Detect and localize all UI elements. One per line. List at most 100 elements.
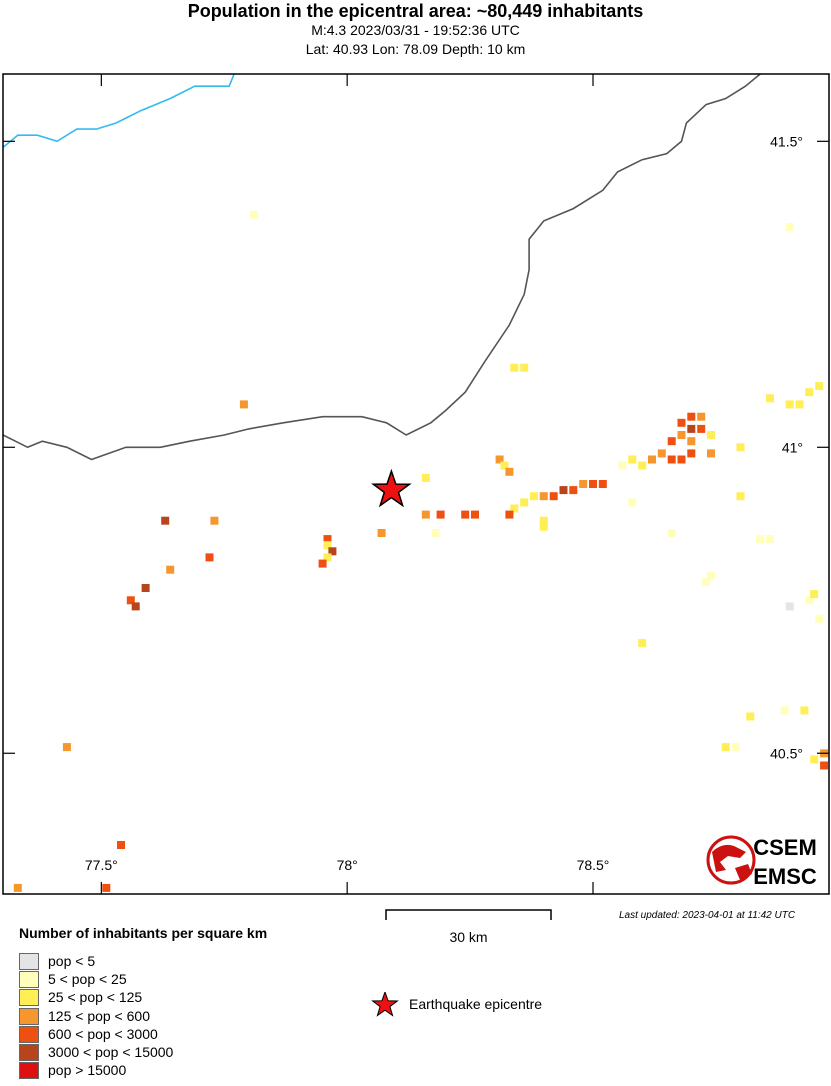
map-frame	[2, 73, 830, 895]
population-cell	[638, 639, 647, 648]
population-cell	[667, 455, 676, 464]
population-cell	[510, 504, 519, 513]
population-cell	[820, 761, 829, 770]
population-cell	[589, 480, 597, 488]
lon-tick-label: 78.5°	[577, 857, 610, 873]
population-cell	[667, 437, 676, 446]
population-cell	[421, 473, 430, 482]
legend-swatch	[19, 1025, 39, 1043]
population-cell	[805, 596, 814, 605]
legend-label: pop < 5	[48, 953, 96, 969]
population-cell	[707, 431, 715, 439]
population-cell	[505, 467, 514, 476]
location-info: Lat: 40.93 Lon: 78.09 Depth: 10 km	[305, 41, 526, 57]
population-cell	[13, 883, 22, 892]
population-cell	[318, 559, 327, 568]
population-cell	[780, 706, 789, 715]
legend-label: 25 < pop < 125	[48, 989, 143, 1006]
population-cell	[618, 461, 627, 470]
population-cell	[687, 424, 696, 433]
population-cell	[628, 455, 637, 464]
legend-label: 3000 < pop < 15000	[48, 1044, 174, 1060]
population-cell	[323, 535, 332, 544]
population-cell	[628, 498, 637, 507]
population-cell	[746, 712, 755, 721]
population-cell	[520, 363, 529, 372]
population-cell	[795, 400, 804, 409]
emsc-logo: CSEM EMSC	[706, 835, 817, 889]
logo-continent-icon-2	[735, 864, 752, 880]
page-title: Population in the epicentral area: ~80,4…	[187, 1, 644, 21]
population-cell	[667, 529, 676, 537]
legend-swatch	[19, 1007, 39, 1025]
population-cell	[702, 577, 711, 586]
population-cell	[421, 510, 430, 519]
population-cell	[166, 565, 175, 574]
population-density-layer	[13, 210, 829, 892]
legend-swatch	[19, 971, 39, 989]
population-cell	[815, 382, 824, 391]
population-cell	[638, 461, 647, 470]
population-cell	[131, 602, 140, 611]
population-cell	[785, 223, 794, 231]
population-cell	[431, 529, 440, 537]
epicenter-legend-star-icon	[371, 992, 399, 1017]
population-cell	[461, 510, 470, 519]
population-cell	[205, 553, 214, 562]
population-cell	[495, 455, 504, 464]
population-cell	[721, 743, 730, 752]
population-cell	[707, 449, 715, 458]
population-cell	[810, 590, 819, 599]
population-cell	[62, 743, 71, 752]
population-cell	[766, 394, 774, 403]
population-cell	[249, 210, 258, 219]
population-cell	[736, 443, 745, 452]
population-cell	[805, 388, 814, 397]
population-cell	[810, 755, 819, 764]
logo-text-csem: CSEM	[753, 835, 817, 860]
population-cell	[539, 492, 548, 501]
lon-tick-label: 77.5°	[85, 857, 118, 873]
map-background	[3, 74, 829, 894]
population-cell	[579, 480, 588, 488]
population-cell	[210, 516, 219, 525]
population-cell	[323, 553, 332, 562]
legend-label: 125 < pop < 600	[48, 1007, 150, 1024]
legend-swatch	[19, 989, 39, 1007]
population-cell	[687, 412, 696, 421]
population-cell	[598, 480, 607, 488]
population-cell	[510, 363, 519, 372]
event-info: M:4.3 2023/03/31 - 19:52:36 UTC	[311, 22, 520, 38]
logo-text-emsc: EMSC	[753, 864, 817, 889]
population-cell	[736, 492, 745, 501]
legend-epicentre-label: Earthquake epicentre	[409, 996, 543, 1012]
population-cell	[697, 412, 706, 421]
lon-tick-label: 78°	[337, 857, 358, 873]
legend-swatch	[19, 1044, 39, 1061]
population-cell	[648, 455, 656, 464]
population-cell	[785, 602, 794, 611]
population-cell	[785, 400, 794, 409]
population-cell	[707, 571, 715, 580]
population-cell	[677, 431, 686, 439]
population-cell	[687, 449, 696, 458]
population-cell	[800, 706, 809, 715]
population-cell	[677, 455, 686, 464]
population-cell	[559, 486, 568, 495]
population-cell	[731, 743, 740, 752]
population-cell	[539, 522, 548, 531]
graticule-ticks: 77.5° 78° 78.5° 41.5° 41° 40.5°	[3, 74, 829, 894]
population-cell	[756, 535, 765, 544]
lat-tick-label: 41°	[782, 439, 803, 455]
population-cell	[677, 418, 686, 427]
population-cell	[520, 498, 529, 507]
legend-label: 5 < pop < 25	[48, 971, 127, 988]
legend-label: pop > 15000	[48, 1062, 127, 1079]
population-cell	[766, 535, 774, 544]
logo-continent-icon	[712, 844, 746, 872]
population-cell	[687, 437, 696, 446]
population-cell	[815, 614, 824, 623]
population-cell	[117, 841, 125, 849]
population-cell	[505, 510, 514, 519]
population-cell	[161, 516, 170, 525]
